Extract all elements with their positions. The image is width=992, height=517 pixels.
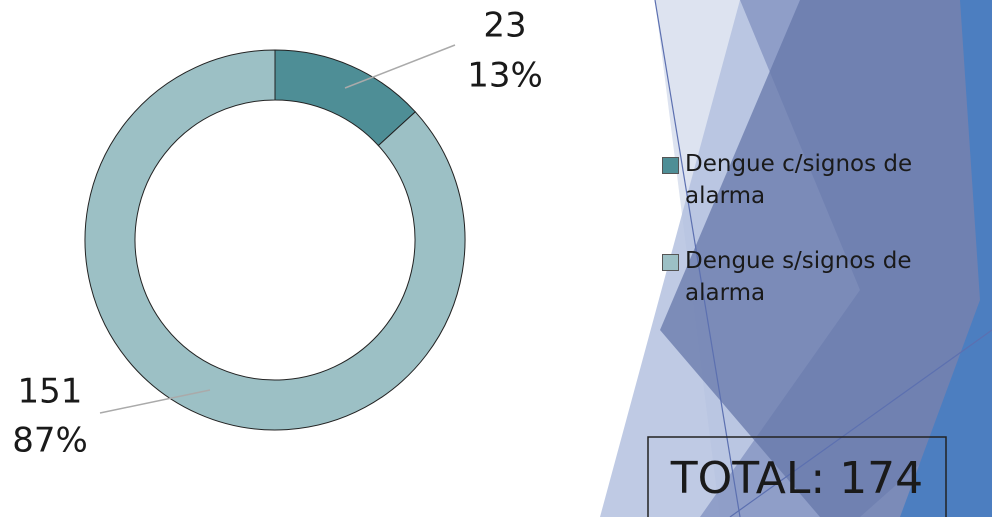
data-label: 151 (18, 372, 83, 412)
percent-label: 87% (12, 421, 88, 461)
background-decoration (600, 0, 992, 517)
legend-swatch (662, 157, 679, 174)
legend-item: Dengue s/signos de alarma (662, 245, 972, 309)
legend-label: Dengue s/signos de alarma (685, 248, 912, 306)
legend-label: Dengue c/signos de alarma (685, 151, 913, 209)
leader-line (344, 44, 456, 89)
total-label: TOTAL: 174 (670, 453, 923, 504)
leader-line (99, 389, 211, 414)
data-label: 23 (483, 6, 526, 46)
legend-swatch (662, 254, 679, 271)
donut-segment (84, 49, 466, 431)
legend-item: Dengue c/signos de alarma (662, 148, 972, 212)
total-box (647, 436, 947, 517)
percent-label: 13% (467, 56, 543, 96)
